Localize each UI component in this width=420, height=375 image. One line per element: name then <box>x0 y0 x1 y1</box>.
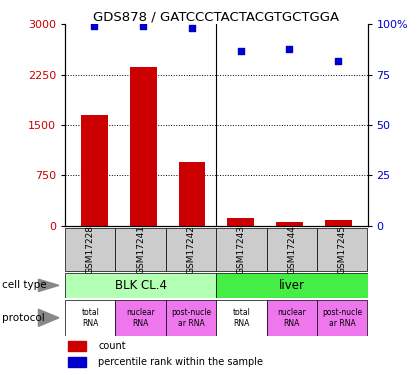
Text: GSM17243: GSM17243 <box>237 225 246 274</box>
Text: percentile rank within the sample: percentile rank within the sample <box>98 357 263 367</box>
Text: BLK CL.4: BLK CL.4 <box>115 279 167 292</box>
Bar <box>65 273 216 298</box>
Bar <box>276 222 303 226</box>
Polygon shape <box>38 309 59 326</box>
Bar <box>267 300 317 336</box>
Bar <box>65 300 116 336</box>
Bar <box>166 228 216 271</box>
Title: GDS878 / GATCCCTACTACGTGCTGGA: GDS878 / GATCCCTACTACGTGCTGGA <box>93 10 339 23</box>
Point <box>189 26 195 32</box>
Text: cell type: cell type <box>2 280 47 290</box>
Text: nuclear
RNA: nuclear RNA <box>126 308 155 327</box>
Bar <box>325 220 352 226</box>
Text: GSM17245: GSM17245 <box>338 225 347 274</box>
Text: total
RNA: total RNA <box>233 308 250 327</box>
Bar <box>216 273 368 298</box>
Bar <box>166 300 216 336</box>
Point <box>237 48 244 54</box>
Bar <box>116 228 166 271</box>
Text: post-nucle
ar RNA: post-nucle ar RNA <box>171 308 211 327</box>
Text: GSM17244: GSM17244 <box>287 225 297 274</box>
Point <box>286 45 293 51</box>
Text: post-nucle
ar RNA: post-nucle ar RNA <box>322 308 362 327</box>
Bar <box>317 300 368 336</box>
Bar <box>227 218 254 226</box>
Bar <box>267 228 317 271</box>
Text: count: count <box>98 341 126 351</box>
Bar <box>216 228 267 271</box>
Point <box>335 58 341 64</box>
Bar <box>178 162 205 226</box>
Bar <box>81 115 108 226</box>
Text: liver: liver <box>279 279 305 292</box>
Text: protocol: protocol <box>2 313 45 323</box>
Bar <box>317 228 368 271</box>
Text: GSM17228: GSM17228 <box>86 225 95 274</box>
Text: total
RNA: total RNA <box>81 308 99 327</box>
Bar <box>216 300 267 336</box>
Bar <box>130 67 157 226</box>
Bar <box>68 341 86 351</box>
Bar <box>65 228 116 271</box>
Text: nuclear
RNA: nuclear RNA <box>278 308 306 327</box>
Point <box>140 23 147 29</box>
Text: GSM17241: GSM17241 <box>136 225 145 274</box>
Bar <box>116 300 166 336</box>
Polygon shape <box>38 279 59 291</box>
Point <box>91 23 98 29</box>
Bar <box>68 357 86 367</box>
Text: GSM17242: GSM17242 <box>186 225 196 274</box>
